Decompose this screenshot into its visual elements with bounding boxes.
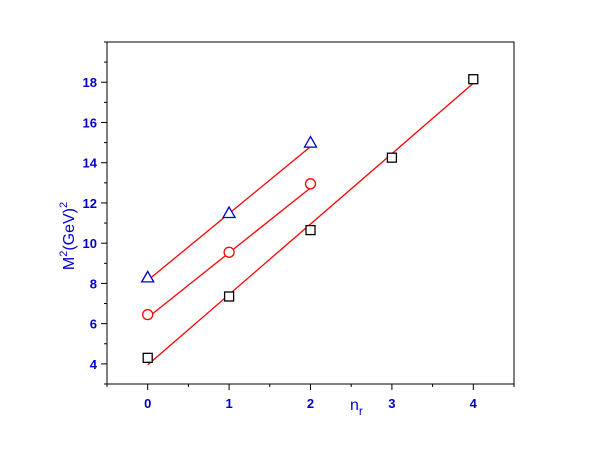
data-markers [140, 74, 479, 363]
square-marker [386, 152, 398, 163]
plot-border [106, 41, 515, 385]
triangle-marker [221, 205, 237, 219]
x-tick-label: 2 [307, 396, 314, 411]
circle-marker [142, 308, 154, 321]
y-tick-label: 14 [83, 156, 98, 171]
y-tick-label: 12 [83, 196, 97, 211]
square-marker [305, 224, 316, 236]
x-tick-label: 1 [225, 396, 232, 411]
x-tick-label: 4 [470, 396, 478, 411]
triangle-marker [140, 270, 155, 283]
square-marker [468, 74, 479, 85]
y-tick-label: 16 [83, 115, 97, 130]
square-fit-line [147, 82, 474, 366]
square-marker [142, 352, 153, 363]
y-tick-label: 8 [90, 276, 97, 291]
circle-marker [304, 178, 317, 190]
y-tick-label: 18 [83, 75, 97, 90]
square-marker [223, 291, 235, 302]
circle-marker [223, 246, 235, 258]
axis-ticks [101, 41, 515, 390]
y-axis-title: M2(GeV)2 [58, 202, 78, 270]
x-tick-label: 3 [388, 396, 395, 411]
x-tick-label: 0 [144, 396, 151, 411]
y-tick-label: 4 [90, 357, 98, 372]
fit-lines [147, 82, 474, 366]
x-axis-title: nr [350, 397, 363, 418]
plot-frame [106, 41, 515, 385]
triangle-marker [303, 135, 318, 148]
y-tick-label: 10 [83, 236, 97, 251]
y-tick-label: 6 [90, 317, 97, 332]
